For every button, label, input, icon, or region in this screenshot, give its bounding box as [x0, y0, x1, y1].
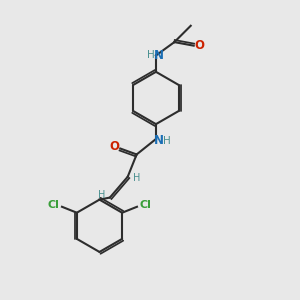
Text: Cl: Cl: [48, 200, 60, 210]
Text: H: H: [164, 136, 171, 146]
Text: O: O: [109, 140, 119, 153]
Text: H: H: [98, 190, 105, 200]
Text: N: N: [154, 134, 164, 147]
Text: O: O: [194, 39, 204, 52]
Text: Cl: Cl: [140, 200, 151, 210]
Text: H: H: [133, 173, 140, 183]
Text: N: N: [154, 49, 164, 62]
Text: H: H: [147, 50, 154, 61]
